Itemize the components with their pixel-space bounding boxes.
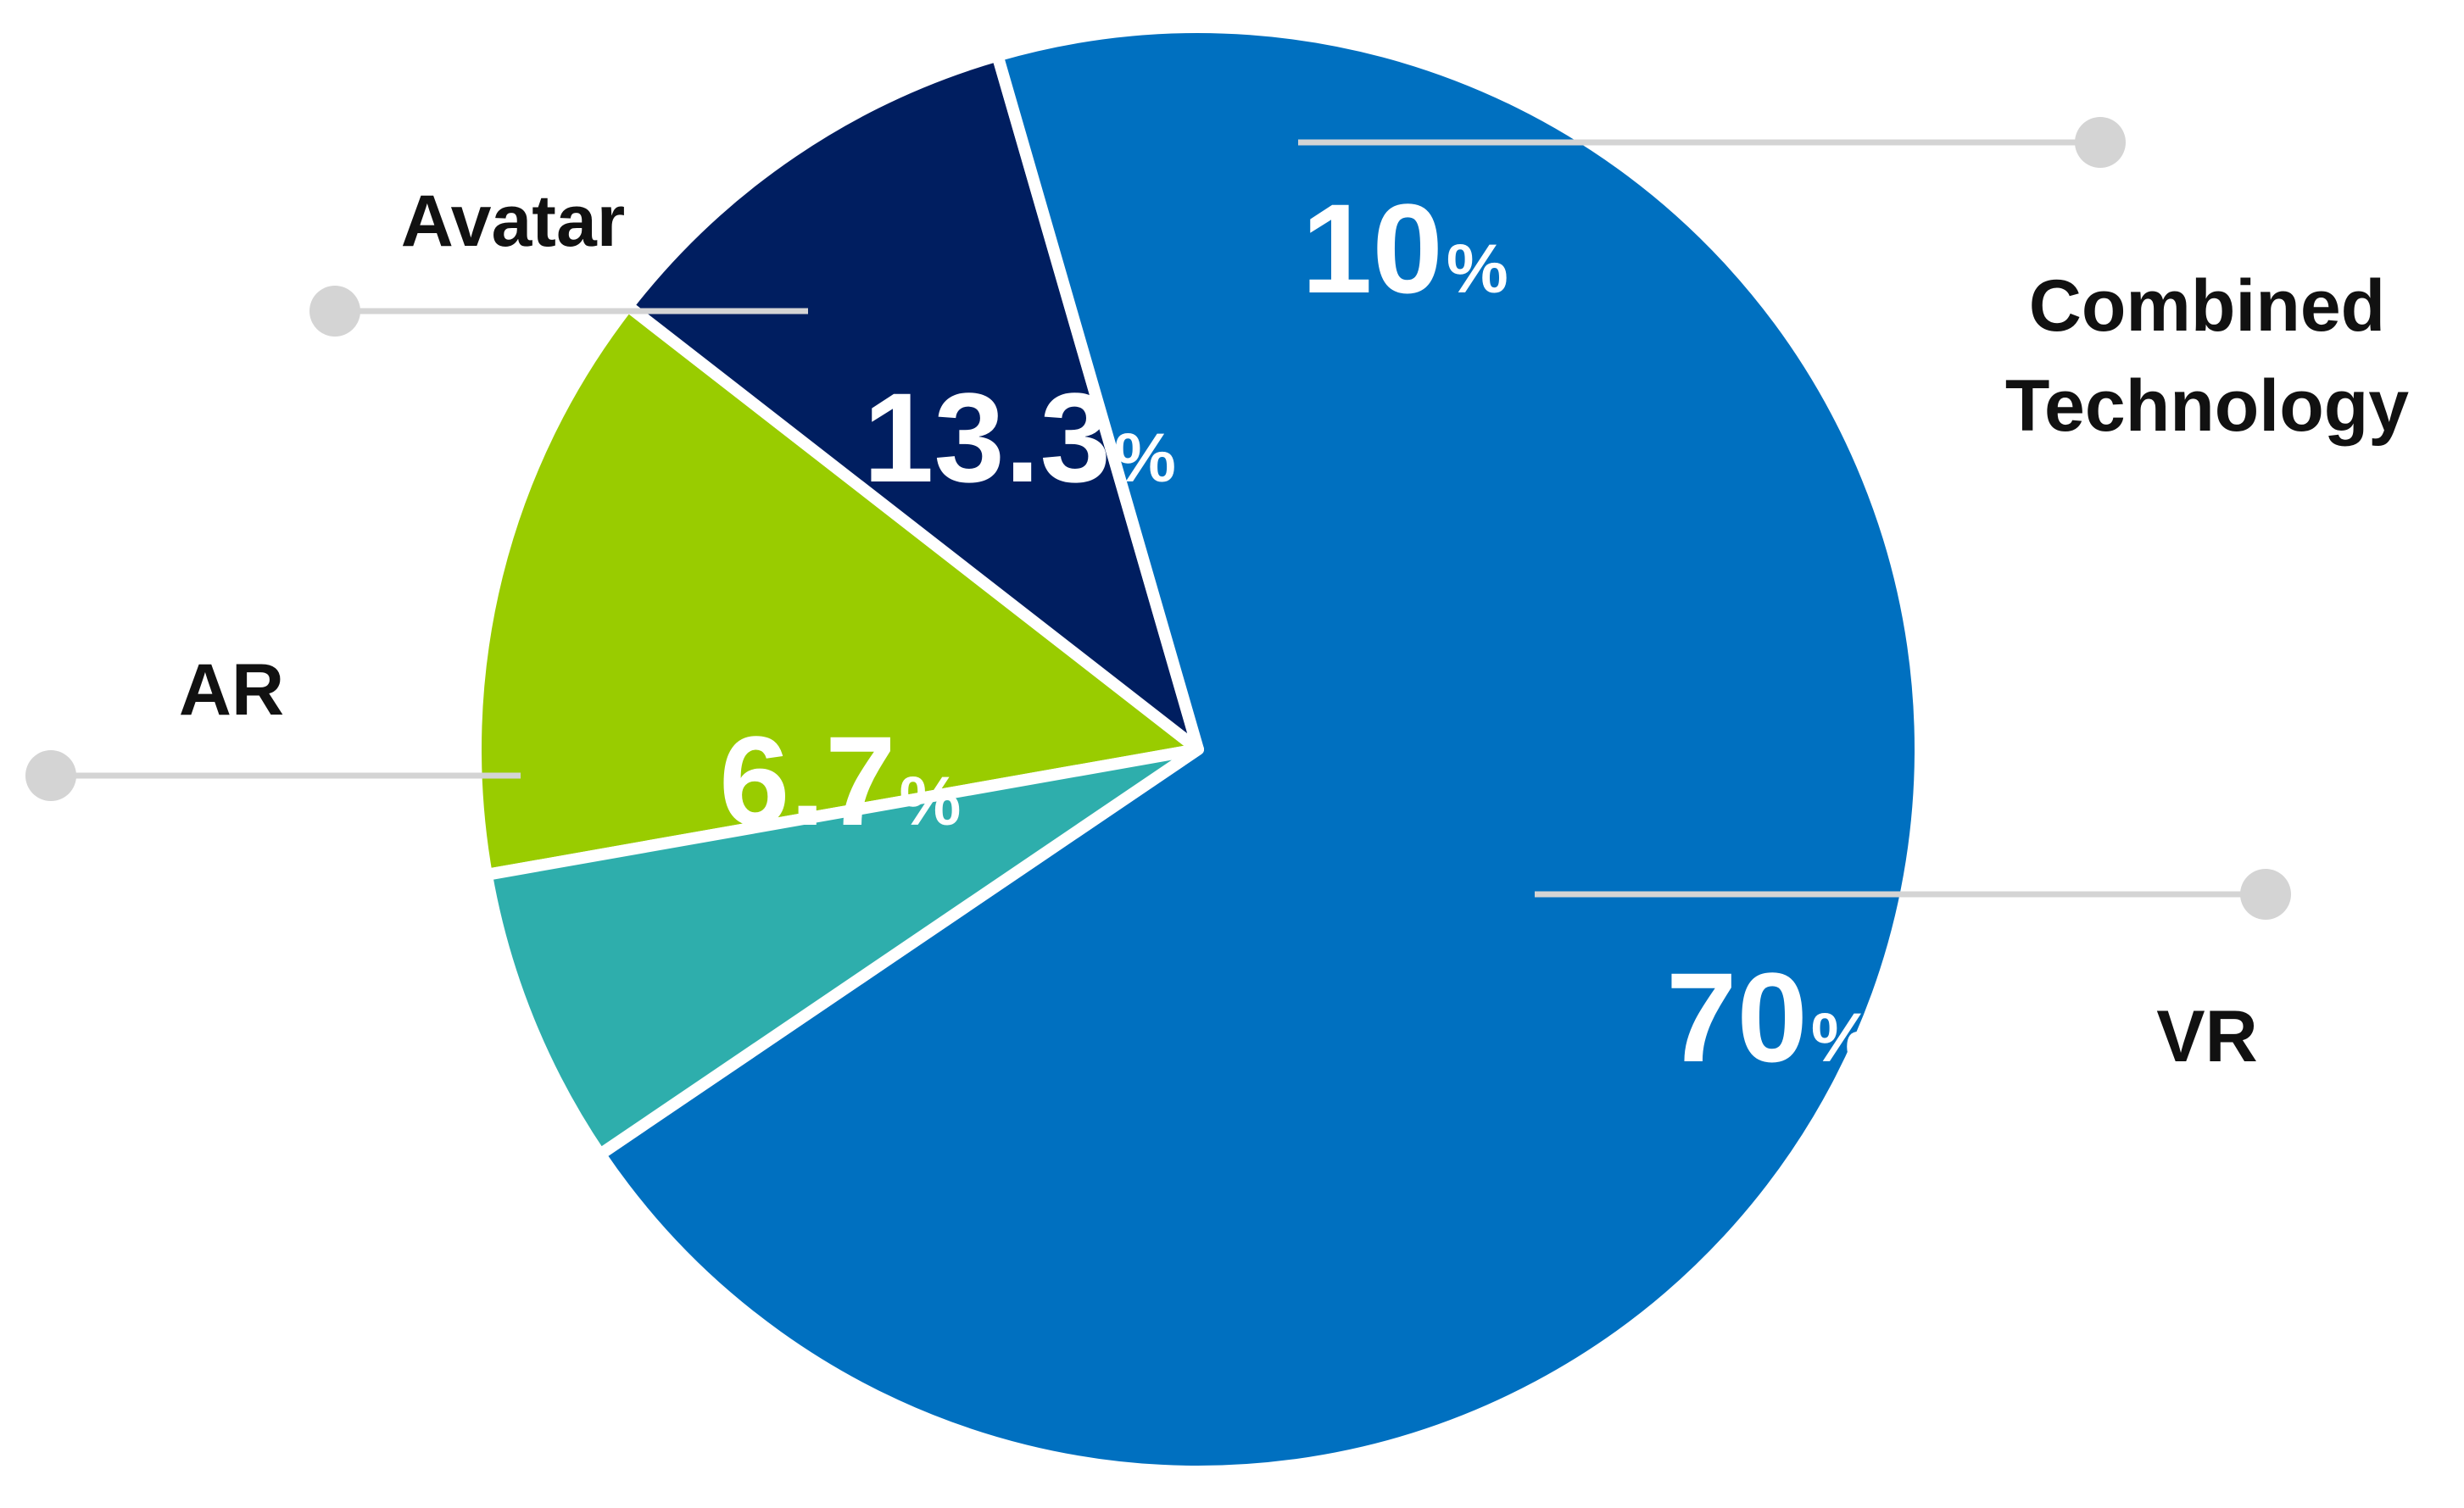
category-label-line: Avatar (401, 181, 626, 262)
pie-slice-ar (480, 743, 1204, 1160)
value-label-combined-technology: 10% (1302, 177, 1508, 320)
leader-lines (25, 117, 2291, 920)
value-label-ar: 6.7% (719, 709, 961, 852)
category-label-line: AR (179, 649, 284, 731)
value-number-combined-technology: 10 (1302, 177, 1443, 320)
value-label-avatar: 13.3% (863, 366, 1176, 509)
category-label-combined-technology: Combined Technology (2005, 265, 2409, 447)
category-label-line: Combined (2029, 265, 2385, 347)
slice-labels: 13.3% Avatar 10% Combined Technology 70% VR 6.7… (179, 177, 2409, 1088)
category-label-line: Technology (2005, 365, 2409, 447)
category-label-avatar: Avatar (401, 181, 626, 262)
value-unit-ar: % (900, 763, 962, 840)
leader-dot-ar (25, 750, 76, 801)
pie-slice-avatar (470, 299, 1204, 881)
value-number-avatar: 13.3 (863, 366, 1111, 509)
category-label-line: VR (2156, 996, 2257, 1077)
leader-dot-vr (2240, 869, 2291, 920)
pie-slices (470, 21, 1926, 1477)
value-unit-combined-technology: % (1447, 231, 1508, 308)
value-unit-vr: % (1811, 999, 1873, 1077)
leader-dot-combined-technology (2075, 117, 2126, 168)
value-label-vr: 70% (1666, 946, 1873, 1088)
pie-slice-combined-technology (622, 49, 1204, 755)
value-unit-avatar: % (1114, 420, 1176, 497)
value-number-ar: 6.7 (719, 709, 896, 852)
category-label-ar: AR (179, 649, 284, 731)
value-number-vr: 70 (1666, 946, 1808, 1088)
category-label-vr: VR (2156, 996, 2257, 1077)
leader-dot-avatar (309, 286, 360, 337)
pie-slice-vr (594, 21, 1926, 1477)
